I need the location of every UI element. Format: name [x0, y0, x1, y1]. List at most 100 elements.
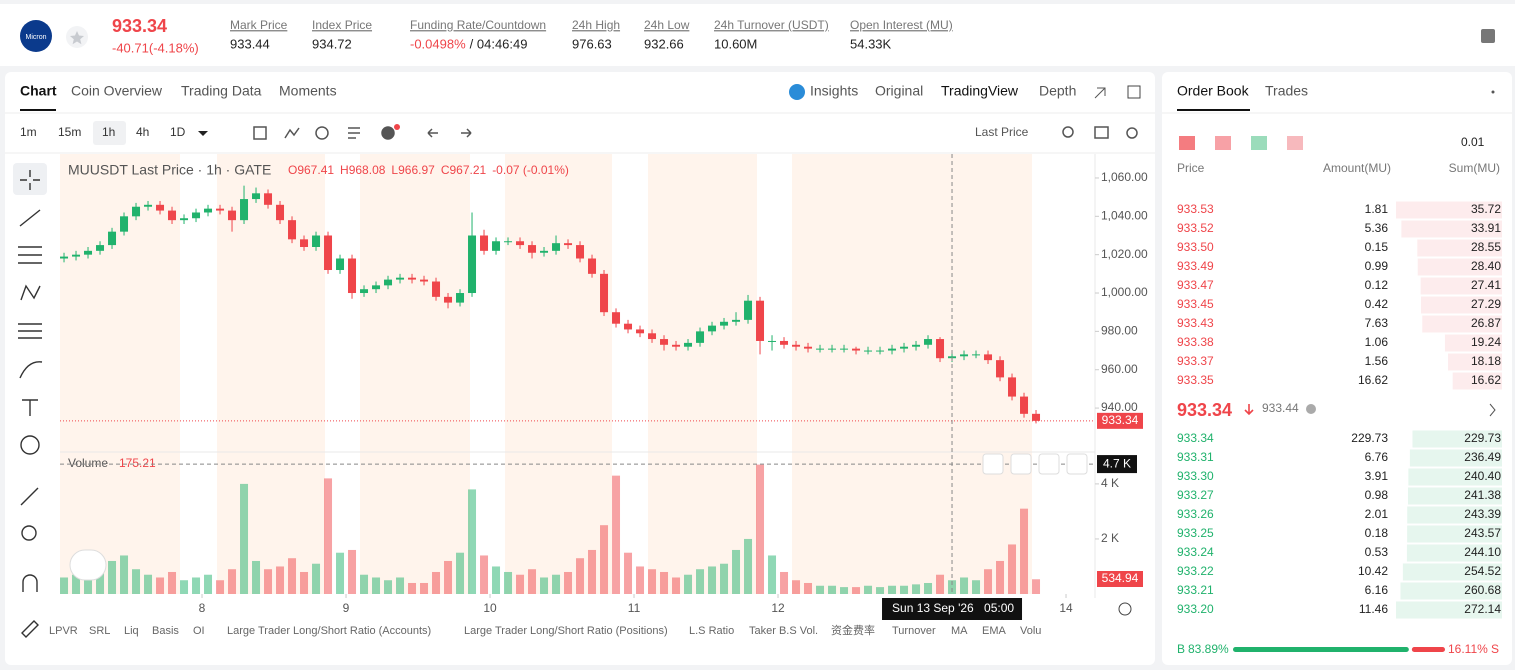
pane-button[interactable]	[1038, 453, 1060, 475]
indicator-tab[interactable]: Taker B.S Vol.	[749, 625, 818, 637]
indicator-tab[interactable]: Large Trader Long/Short Ratio (Positions…	[464, 625, 668, 637]
session-band	[505, 154, 612, 594]
book-price[interactable]: 933.20	[1177, 602, 1214, 616]
projection-tool[interactable]	[18, 323, 42, 339]
reset-button[interactable]	[1118, 602, 1132, 616]
indicator-tab[interactable]: L.S Ratio	[689, 625, 734, 637]
book-price[interactable]: 933.21	[1177, 583, 1214, 597]
undo-icon[interactable]	[427, 128, 438, 138]
book-price[interactable]: 933.52	[1177, 221, 1214, 235]
interval[interactable]: 1m	[20, 125, 37, 139]
layout-mixed[interactable]	[1215, 136, 1231, 150]
book-price[interactable]: 933.24	[1177, 545, 1214, 559]
measure-tool[interactable]	[20, 487, 39, 506]
pane-button[interactable]	[1066, 453, 1088, 475]
book-price[interactable]: 933.47	[1177, 278, 1214, 292]
indicator-tab[interactable]: Large Trader Long/Short Ratio (Accounts)	[227, 625, 431, 637]
text-tool[interactable]	[22, 399, 38, 416]
lock-tool[interactable]	[21, 620, 39, 638]
book-price[interactable]: 933.43	[1177, 316, 1214, 330]
view-tab[interactable]: Insights	[810, 83, 858, 99]
camera-icon[interactable]	[1094, 126, 1109, 139]
magnet-tool[interactable]	[22, 574, 38, 592]
book-price[interactable]: 933.26	[1177, 507, 1214, 521]
book-tab[interactable]: Trades	[1265, 83, 1308, 99]
book-price[interactable]: 933.49	[1177, 259, 1214, 273]
indicator-tab[interactable]: MA	[951, 625, 968, 637]
tick-size[interactable]: 0.01	[1461, 135, 1485, 149]
candle-body	[1020, 396, 1029, 414]
candle-body	[828, 348, 837, 350]
indicator-tab[interactable]: LPVR	[49, 625, 78, 637]
replay-icon[interactable]	[315, 126, 329, 140]
indicator-tab[interactable]: Turnover	[892, 625, 936, 637]
book-price[interactable]: 933.27	[1177, 488, 1214, 502]
indicator-tab[interactable]: OI	[193, 625, 205, 637]
layout-both[interactable]	[1179, 136, 1195, 150]
book-price[interactable]: 933.50	[1177, 240, 1214, 254]
search-icon[interactable]	[1062, 126, 1074, 138]
pane-button[interactable]	[982, 453, 1004, 475]
depth-bar	[1396, 201, 1502, 219]
sell-ratio: 16.11%	[1448, 642, 1488, 656]
brush-tool[interactable]	[19, 361, 43, 379]
more-arrow[interactable]	[1489, 403, 1496, 417]
interval[interactable]: 15m	[58, 125, 81, 139]
pane-button[interactable]	[1010, 453, 1032, 475]
indicator-tab[interactable]: Basis	[152, 625, 179, 637]
book-price[interactable]: 933.30	[1177, 469, 1214, 483]
insights-icon[interactable]	[789, 84, 805, 100]
book-price[interactable]: 933.35	[1177, 373, 1214, 387]
fib-tool[interactable]	[18, 246, 42, 264]
candles-icon[interactable]	[253, 126, 267, 140]
tv-logo	[69, 549, 107, 581]
book-price[interactable]: 933.37	[1177, 354, 1214, 368]
interval[interactable]: 1h	[102, 125, 115, 139]
book-price[interactable]: 933.34	[1177, 431, 1214, 445]
tab[interactable]: Trading Data	[181, 83, 262, 99]
book-price[interactable]: 933.31	[1177, 450, 1214, 464]
redo-icon[interactable]	[461, 128, 472, 138]
layout-asks[interactable]	[1287, 136, 1303, 150]
book-price[interactable]: 933.38	[1177, 335, 1214, 349]
book-amount: 1.06	[1365, 335, 1389, 349]
window-icon[interactable]	[1127, 85, 1141, 99]
pattern-tool[interactable]	[20, 284, 41, 301]
dropdown-icon[interactable]	[198, 131, 208, 136]
view-tab[interactable]: Depth	[1039, 83, 1076, 99]
crosshair-tool[interactable]	[20, 170, 40, 190]
indicator-tab[interactable]: Volu	[1020, 625, 1041, 637]
logo[interactable]	[20, 20, 52, 52]
indicator-tab[interactable]: SRL	[89, 625, 110, 637]
layout-bids[interactable]	[1251, 136, 1267, 150]
menu-icon[interactable]	[1481, 29, 1495, 43]
view-tab[interactable]: Original	[875, 83, 923, 99]
tab[interactable]: Moments	[279, 83, 337, 99]
book-price[interactable]: 933.22	[1177, 564, 1214, 578]
zoom-tool[interactable]	[21, 525, 37, 541]
indicator-tab[interactable]: Liq	[124, 625, 139, 637]
indicator-tab[interactable]: 资金费率	[831, 623, 875, 637]
book-price[interactable]: 933.53	[1177, 202, 1214, 216]
view-tab[interactable]: TradingView	[941, 83, 1019, 99]
volume-bar	[744, 538, 753, 594]
candle-body	[540, 250, 549, 253]
settings-icon[interactable]	[1126, 127, 1138, 139]
indicator-tab[interactable]: EMA	[982, 625, 1007, 637]
interval[interactable]: 1D	[170, 125, 186, 139]
indicator-icon[interactable]	[284, 127, 300, 139]
book-price[interactable]: 933.45	[1177, 297, 1214, 311]
trendline-tool[interactable]	[19, 209, 41, 227]
expand-icon[interactable]	[1094, 87, 1106, 99]
interval[interactable]: 4h	[136, 125, 149, 139]
book-price[interactable]: 933.25	[1177, 526, 1214, 540]
tab[interactable]: Chart	[20, 83, 57, 99]
column-header: Price	[1177, 161, 1205, 175]
alert-icon[interactable]	[381, 126, 395, 140]
template-icon[interactable]	[348, 127, 360, 139]
emoji-tool[interactable]	[20, 435, 40, 455]
book-tab[interactable]: Order Book	[1177, 83, 1250, 99]
price-type[interactable]: Last Price	[975, 125, 1029, 139]
tab[interactable]: Coin Overview	[71, 83, 163, 99]
more-icon[interactable]	[1491, 90, 1495, 94]
